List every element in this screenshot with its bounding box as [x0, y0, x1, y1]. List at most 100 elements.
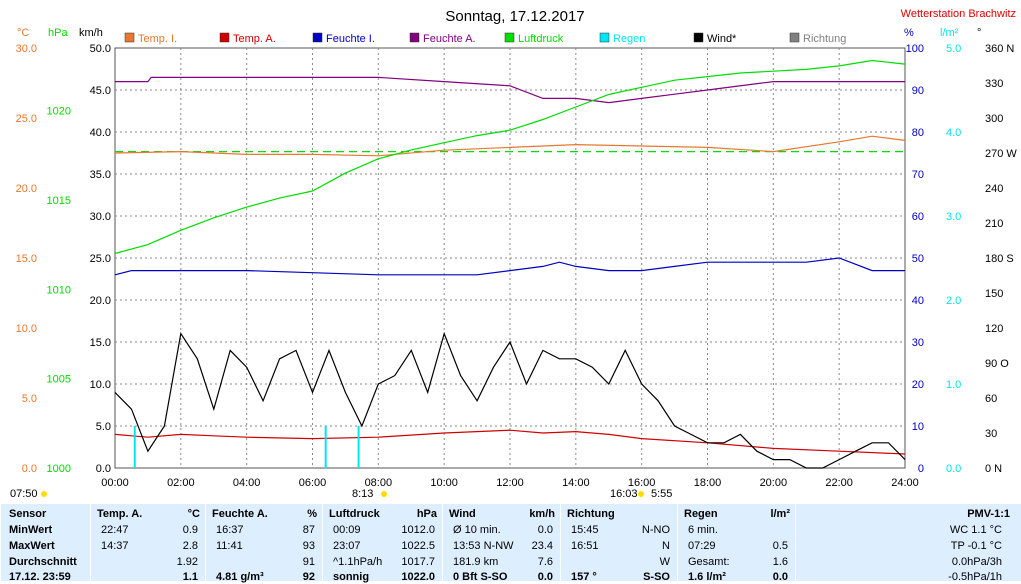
wind-header: Wind: [449, 508, 476, 520]
legend-label: Temp. A.: [233, 33, 276, 45]
richtung-value: N-NO: [641, 524, 670, 536]
temp_a-value: 1.1: [182, 571, 198, 583]
pmv-row: TP -0.1 °C: [950, 540, 1002, 552]
regen-value: 0.5: [772, 540, 788, 552]
series-line-feuchtea: [115, 76, 905, 104]
humidity-axis-tick: 30: [912, 337, 924, 349]
series-line-luftdruck: [114, 59, 906, 255]
regen-time: 6 min.: [688, 524, 718, 536]
legend-swatch: [789, 32, 800, 43]
wind-time: 0 Bft S-SO: [453, 571, 508, 583]
feuchte_a-time: 11:41: [216, 540, 243, 552]
temp-axis-tick: 30.0: [16, 43, 37, 55]
pressure-axis-tick: 1020: [47, 106, 71, 118]
regen-column: Regen l/m² 6 min. 07:29 0.5 Gesamt: 1.6 1.6 l/m…: [677, 504, 796, 583]
regen-value: 1.6: [772, 556, 788, 568]
luftdruck-value: 1017.7: [401, 556, 435, 568]
legend-swatch: [693, 32, 704, 43]
chart-title: Sonntag, 17.12.2017: [445, 8, 584, 25]
richtung-value: S-SO: [643, 571, 670, 583]
temp-axis-tick: 15.0: [16, 253, 37, 265]
x-tick-label: 16:00: [628, 477, 656, 489]
legend-swatch: [219, 32, 230, 43]
rain-axis-tick: 0.0: [946, 463, 961, 475]
temp_a-time: 14:37: [101, 540, 129, 552]
direction-axis-unit: °: [977, 27, 981, 39]
weather-chart: 00:00 02:00 04:00 06:00 08:00 10:00 12:00 14:00…: [10, 8, 1018, 500]
legend-swatch: [312, 32, 323, 43]
sensor-row-label: MaxWert: [9, 540, 55, 552]
x-tick-label: 20:00: [760, 477, 788, 489]
humidity-axis-tick: 70: [912, 169, 924, 181]
chart-axes: 00:00 02:00 04:00 06:00 08:00 10:00 12:00 14:00…: [16, 27, 1018, 489]
sunset-icon: [638, 491, 644, 497]
legend-label: Temp. I.: [138, 33, 177, 45]
wind-time: Ø 10 min.: [453, 524, 501, 536]
feuchte_a-header: Feuchte A.: [212, 508, 268, 520]
rain-axis-tick: 2.0: [946, 295, 961, 307]
x-tick-label: 22:00: [825, 477, 853, 489]
sensor-row-label: MinWert: [9, 524, 53, 536]
rain-axis-tick: 5.0: [946, 43, 961, 55]
x-tick-label: 08:00: [365, 477, 393, 489]
temp_a-value: 0.9: [182, 524, 198, 536]
temp_a-unit: °C: [187, 508, 200, 520]
regen-time: 07:29: [688, 540, 716, 552]
regen-unit: l/m²: [770, 508, 790, 520]
legend-label: Luftdruck: [518, 33, 564, 45]
humidity-axis-tick: 50: [912, 253, 924, 265]
luftdruck-value: 1022.5: [401, 540, 435, 552]
temp-axis-tick: 0.0: [22, 463, 37, 475]
x-tick-label: 02:00: [167, 477, 195, 489]
luftdruck-time: 23:07: [333, 540, 361, 552]
temp-axis-tick: 20.0: [16, 183, 37, 195]
direction-axis-tick: 360 N: [985, 43, 1014, 55]
rain-axis-unit: l/m²: [940, 27, 959, 39]
pressure-axis-tick: 1005: [47, 374, 71, 386]
legend-label: Richtung: [803, 33, 846, 45]
feuchte_a-unit: %: [307, 508, 317, 520]
temp-axis-tick: 5.0: [22, 393, 37, 405]
feuchte_a-value: 91: [302, 556, 315, 568]
sensor-column: Sensor MinWert MaxWert Durchschnitt 17.12. 2…: [0, 504, 91, 583]
wind-axis-tick: 35.0: [90, 169, 111, 181]
direction-axis-tick: 0 N: [985, 463, 1002, 475]
sun-icon: [381, 491, 387, 497]
regen-value: 0.0: [772, 571, 788, 583]
feuchte_a-time: 16:37: [216, 524, 244, 536]
pressure-axis-unit: hPa: [48, 27, 68, 39]
wind-value: 7.6: [537, 556, 553, 568]
pmv-header: PMV-1:1: [967, 508, 1010, 520]
sunrise-time: 07:50: [10, 488, 38, 500]
luftdruck-time: 00:09: [333, 524, 361, 536]
luftdruck-time: sonnig: [333, 571, 370, 583]
pressure-axis-tick: 1015: [47, 195, 71, 207]
wind-axis-tick: 40.0: [90, 127, 111, 139]
direction-axis-tick: 30: [985, 428, 997, 440]
wind-column: Wind km/h Ø 10 min. 0.0 13:53 N-NW 23.4 181.9 …: [442, 504, 561, 583]
luftdruck-value: 1022.0: [401, 571, 435, 583]
direction-axis-tick: 270 W: [985, 148, 1017, 160]
feuchte_a-value: 92: [302, 571, 315, 583]
wind-time: 13:53 N-NW: [453, 540, 514, 552]
luftdruck-header: Luftdruck: [329, 508, 380, 520]
daylight-duration: 8:13: [352, 488, 373, 500]
temp-axis-tick: 25.0: [16, 113, 37, 125]
temp_a-header: Temp. A.: [97, 508, 143, 520]
humidity-axis-tick: 0: [918, 463, 924, 475]
wind-value: 23.4: [531, 540, 553, 552]
feuchte_a-time: 4.81 g/m³: [216, 571, 264, 583]
direction-axis-tick: 150: [985, 288, 1003, 300]
temp_a-column: Temp. A. °C 22:47 0.9 14:37 2.8 1.92 1.1: [90, 504, 206, 583]
wind-axis-tick: 30.0: [90, 211, 111, 223]
direction-axis-tick: 180 S: [985, 253, 1014, 265]
wind-axis-tick: 0.0: [96, 463, 111, 475]
pmv-row: WC 1.1 °C: [949, 524, 1002, 536]
chart-legend: Temp. I. Temp. A. Feuchte I. Feuchte A. Luft…: [124, 32, 846, 45]
direction-axis-tick: 210: [985, 218, 1003, 230]
legend-label: Feuchte A.: [423, 33, 476, 45]
x-tick-label: 12:00: [496, 477, 524, 489]
x-tick-label: 00:00: [101, 477, 129, 489]
humidity-axis-tick: 10: [912, 421, 924, 433]
station-name: Wetterstation Brachwitz: [901, 8, 1016, 20]
